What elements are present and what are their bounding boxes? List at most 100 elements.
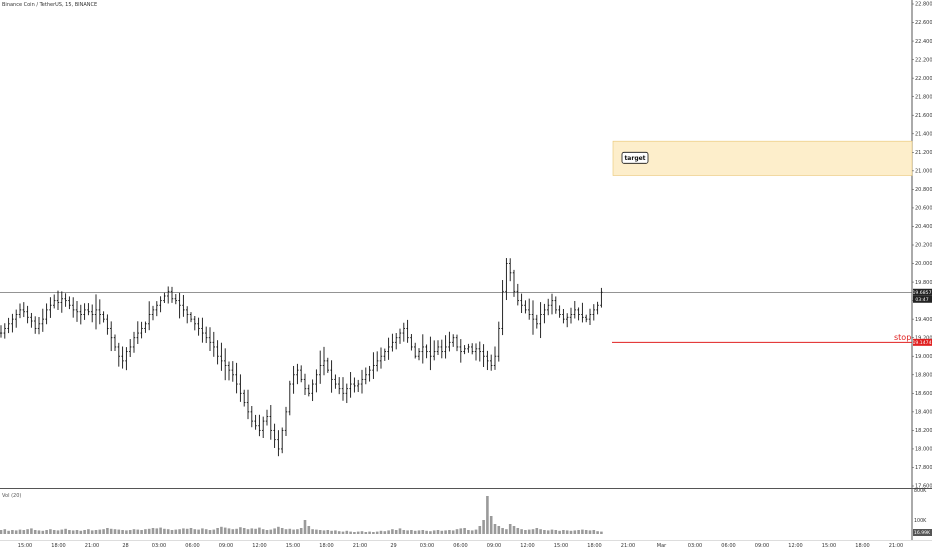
ohlc-bar xyxy=(45,303,48,325)
ohlc-bar xyxy=(220,342,223,371)
ohlc-bar xyxy=(178,292,181,319)
ohlc-bar xyxy=(288,380,291,416)
volume-bar xyxy=(341,531,345,534)
volume-bar xyxy=(505,529,508,534)
ohlc-bar xyxy=(493,346,497,370)
volume-bar xyxy=(204,529,208,534)
ohlc-bar xyxy=(117,342,120,367)
volume-current-badge: 16.99K xyxy=(913,529,932,536)
volume-bar xyxy=(296,529,299,534)
volume-bar xyxy=(60,529,64,534)
volume-bar xyxy=(364,532,368,534)
volume-bar xyxy=(581,529,584,534)
volume-bar xyxy=(588,530,592,534)
ohlc-bar xyxy=(478,341,481,362)
x-tick-label: 18:00 xyxy=(587,543,601,549)
x-tick-label: 21:00 xyxy=(85,543,99,549)
volume-bar xyxy=(182,528,185,534)
ohlc-bar xyxy=(281,427,284,454)
volume-bar xyxy=(208,530,212,534)
ohlc-bar xyxy=(121,346,124,369)
ohlc-bar xyxy=(402,322,405,342)
volume-bar xyxy=(520,529,523,534)
volume-bar xyxy=(303,520,307,534)
volume-bars xyxy=(0,496,603,534)
ohlc-bar xyxy=(585,314,588,323)
ohlc-bar xyxy=(349,372,352,398)
volume-bar xyxy=(288,528,292,534)
volume-bar xyxy=(554,530,558,534)
ohlc-bar xyxy=(273,423,276,448)
ohlc-bar xyxy=(151,305,155,321)
ohlc-bar xyxy=(554,296,557,314)
ohlc-bar xyxy=(292,365,295,394)
volume-bar xyxy=(117,529,121,534)
ohlc-bar xyxy=(395,333,398,350)
volume-bar xyxy=(356,531,360,534)
ohlc-bar xyxy=(315,369,318,393)
stop-label: stop xyxy=(894,333,911,342)
ohlc-bar xyxy=(262,416,265,439)
x-tick-label: 12:00 xyxy=(788,543,802,549)
volume-bar xyxy=(223,527,227,534)
x-tick-label: 12:00 xyxy=(252,543,266,549)
x-tick-label: 03:00 xyxy=(420,543,434,549)
y-tick-label: 19.4000 xyxy=(915,317,932,323)
volume-bar xyxy=(448,530,451,534)
y-tick-label: 18.8000 xyxy=(915,372,932,378)
ohlc-bar xyxy=(471,343,474,355)
ohlc-bar xyxy=(11,313,14,333)
ohlc-bar xyxy=(205,326,208,344)
volume-bar xyxy=(212,529,216,534)
ohlc-bar xyxy=(197,317,200,336)
volume-bar xyxy=(558,530,561,534)
volume-bar xyxy=(269,529,273,534)
volume-bar xyxy=(132,529,136,534)
volume-bar xyxy=(11,530,14,534)
target-label-box[interactable]: target xyxy=(621,151,649,164)
volume-bar xyxy=(7,530,10,534)
volume-bar xyxy=(273,528,276,534)
y-tick-label: 21.4000 xyxy=(915,131,932,137)
ohlc-bar xyxy=(531,300,535,335)
x-tick-label: 21:00 xyxy=(889,543,903,549)
target-zone[interactable] xyxy=(612,140,913,176)
y-tick-label: 21.8000 xyxy=(915,94,932,100)
stop-price-badge: 19.1474 xyxy=(913,338,932,346)
volume-bar xyxy=(151,528,155,534)
volume-bar xyxy=(413,530,417,534)
ohlc-bar xyxy=(216,340,219,365)
x-tick-label: 18:00 xyxy=(51,543,65,549)
ohlc-bar xyxy=(421,334,424,364)
y-tick-label: 20.6000 xyxy=(915,206,932,212)
ohlc-bar xyxy=(550,293,554,315)
ohlc-bar xyxy=(91,304,94,323)
volume-bar xyxy=(349,531,352,534)
volume-bar xyxy=(315,529,318,534)
ohlc-bar xyxy=(41,308,44,332)
volume-bar xyxy=(136,529,140,534)
volume-bar xyxy=(41,530,45,534)
ohlc-bar xyxy=(455,334,459,352)
volume-bar xyxy=(79,530,83,534)
volume-bar xyxy=(174,529,178,534)
ohlc-bar xyxy=(600,287,603,308)
volume-bar xyxy=(478,526,482,534)
y-tick-label: 19.8000 xyxy=(915,280,932,286)
ohlc-bar xyxy=(18,303,22,319)
ohlc-bar xyxy=(577,307,580,321)
ohlc-bar xyxy=(148,301,151,331)
volume-bar xyxy=(467,530,470,534)
volume-bar xyxy=(375,531,379,534)
volume-bar xyxy=(37,530,41,534)
ohlc-bar xyxy=(322,346,326,376)
price-bars xyxy=(0,258,603,457)
chart-title: Binance Coin / TetherUS, 15, BINANCE xyxy=(2,2,98,8)
volume-bar xyxy=(56,530,60,534)
volume-bar xyxy=(353,532,356,534)
volume-bar xyxy=(178,529,181,534)
ohlc-bar xyxy=(224,348,227,381)
volume-bar xyxy=(577,530,580,534)
volume-bar xyxy=(239,527,242,534)
